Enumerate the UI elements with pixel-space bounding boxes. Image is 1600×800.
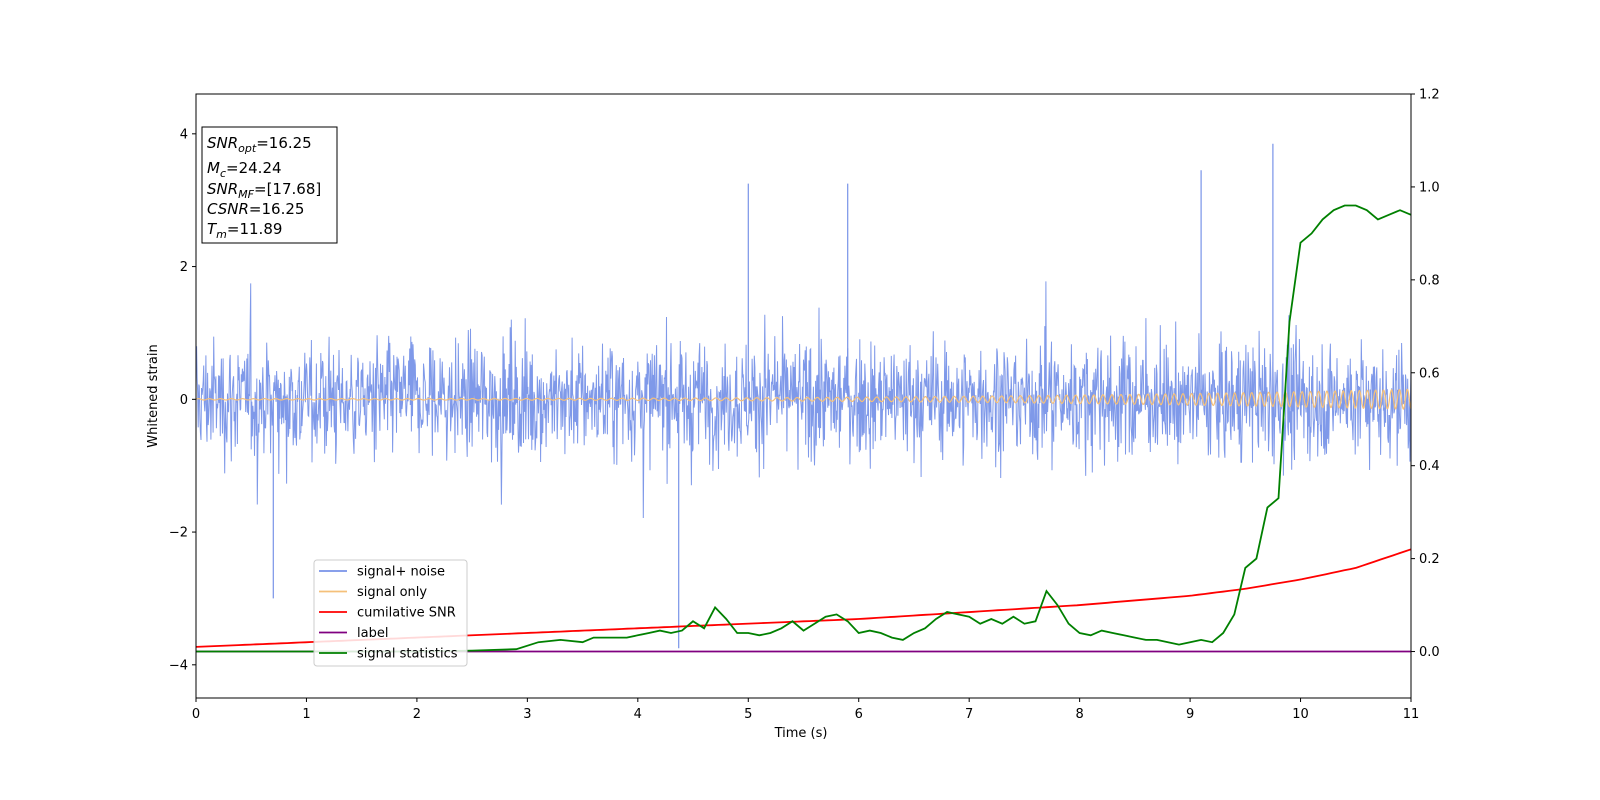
y2-tick-label: 0.8	[1419, 273, 1440, 288]
x-tick-label: 8	[1075, 707, 1083, 722]
x-axis-ticks: 0 1 2 3 4 5 6 7 8 9 10 11	[192, 698, 1419, 722]
y2-tick-label: 0.6	[1419, 366, 1440, 381]
x-tick-label: 6	[855, 707, 863, 722]
series-signal-only-line	[196, 388, 1411, 410]
series-layer	[196, 143, 1411, 653]
y2-tick-label: 0.4	[1419, 459, 1440, 474]
legend-entry-label: label	[357, 626, 388, 641]
x-tick-label: 2	[413, 707, 421, 722]
x-axis-label: Time (s)	[774, 726, 828, 741]
x-tick-label: 9	[1186, 707, 1194, 722]
annotation-line: SNRMF=[17.68]	[207, 180, 321, 201]
x-tick-label: 3	[523, 707, 531, 722]
y-tick-label: 4	[180, 127, 188, 142]
y2-tick-label: 1.2	[1419, 88, 1440, 103]
annotation-line: SNRopt=16.25	[207, 134, 312, 155]
annotation-line: Tm=11.89	[207, 220, 282, 241]
series-signal-statistics-line	[196, 204, 1411, 653]
y2-tick-label: 0.0	[1419, 645, 1440, 660]
legend: signal+ noise signal only cumilative SNR la…	[313, 559, 468, 667]
y2-tick-label: 0.2	[1419, 552, 1440, 567]
y-tick-label: −2	[169, 526, 188, 541]
legend-entry-label: signal+ noise	[357, 565, 445, 580]
legend-entry-label: signal only	[357, 585, 427, 600]
y-axis-left-ticks: −4 −2 0 2 4	[169, 127, 196, 673]
x-tick-label: 7	[965, 707, 973, 722]
y-tick-label: 2	[180, 260, 188, 275]
annotation-line: CSNR=16.25	[207, 200, 304, 218]
x-tick-label: 11	[1403, 707, 1420, 722]
annotation-box-frame	[201, 126, 338, 244]
y2-tick-label: 1.0	[1419, 180, 1440, 195]
legend-entry-label: signal statistics	[357, 647, 458, 662]
x-tick-label: 5	[744, 707, 752, 722]
y-tick-label: 0	[180, 393, 188, 408]
y-tick-label: −4	[169, 658, 188, 673]
x-tick-label: 0	[192, 707, 200, 722]
x-tick-label: 4	[634, 707, 642, 722]
x-tick-label: 10	[1292, 707, 1309, 722]
series-signal-noise-spikes	[272, 143, 1274, 649]
annotation-box: SNRopt=16.25 Mc=24.24SNRMF=[17.68]CSNR=16…	[201, 126, 338, 244]
legend-frame	[313, 559, 468, 667]
series-signal-noise-line	[196, 281, 1411, 519]
annotation-line: Mc=24.24	[207, 159, 282, 180]
y-axis-right-ticks: 0.0 0.2 0.4 0.6 0.8 1.0 1.2	[1411, 88, 1440, 660]
x-tick-label: 1	[302, 707, 310, 722]
y-axis-label: Whitened strain	[146, 344, 161, 447]
plot-frame	[195, 93, 1412, 699]
legend-entry-label: cumilative SNR	[357, 606, 456, 621]
